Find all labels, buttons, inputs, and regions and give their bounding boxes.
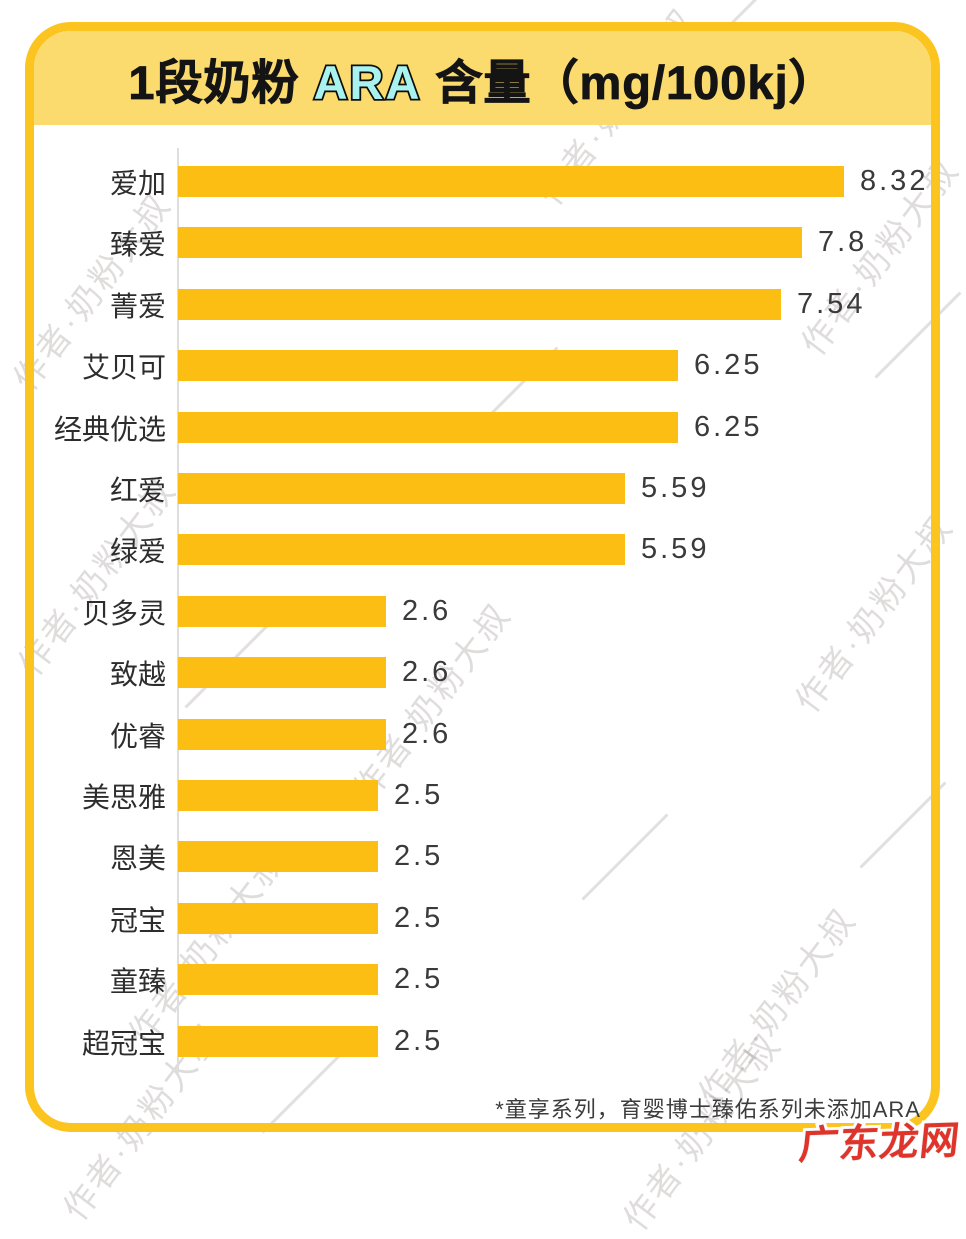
value-label: 2.6 <box>402 595 452 627</box>
header-band: 1段奶粉 ARA 含量（mg/100kj） <box>34 31 931 125</box>
category-label: 超冠宝 <box>81 1027 166 1059</box>
bar <box>178 780 378 811</box>
category-label: 童臻 <box>109 965 166 997</box>
chart-row: 红爱 5.59 <box>35 458 709 519</box>
category-label: 菁爱 <box>109 290 166 322</box>
title-highlight-ara: ARA <box>312 54 422 111</box>
category-label: 爱加 <box>109 167 166 199</box>
category-label: 臻爱 <box>109 228 166 260</box>
page-title: 1段奶粉 ARA 含量（mg/100kj） <box>128 44 836 113</box>
value-label: 5.59 <box>641 533 710 565</box>
infographic-page: 作者·奶粉大叔 作者·奶粉大叔 作者·奶粉大叔 作者·奶粉大叔 作者·奶粉大叔 作者·奶粉… <box>7 0 966 1238</box>
value-label: 8.32 <box>860 165 929 197</box>
bar <box>178 596 386 627</box>
bar <box>178 719 386 750</box>
bar <box>178 227 802 258</box>
bar <box>178 903 378 934</box>
chart-row: 童臻 2.5 <box>35 949 443 1010</box>
chart-row: 致越 2.6 <box>35 642 451 703</box>
bar <box>178 350 678 381</box>
category-label: 优睿 <box>109 720 166 752</box>
chart-row: 菁爱 7.54 <box>35 274 865 335</box>
site-logo: 广东龙网 <box>794 1116 965 1171</box>
category-label: 红爱 <box>109 474 166 506</box>
chart-row: 冠宝 2.5 <box>35 888 443 949</box>
chart-row: 经典优选 6.25 <box>35 397 762 458</box>
value-label: 5.59 <box>641 472 710 504</box>
footnote: *童享系列，育婴博士臻佑系列未添加ARA <box>495 1097 921 1122</box>
title-suffix: 含量（mg/100kj） <box>421 55 837 109</box>
value-label: 2.5 <box>394 840 444 872</box>
chart-row: 恩美 2.5 <box>35 826 443 887</box>
value-label: 6.25 <box>694 349 763 381</box>
category-label: 贝多灵 <box>81 597 166 629</box>
value-label: 2.5 <box>394 1025 444 1057</box>
chart-row: 超冠宝 2.5 <box>35 1011 443 1072</box>
category-label: 绿爱 <box>109 535 166 567</box>
bar <box>178 534 625 565</box>
value-label: 7.54 <box>797 288 866 320</box>
bar <box>178 412 678 443</box>
chart-row: 美思雅 2.5 <box>35 765 443 826</box>
value-label: 7.8 <box>818 226 868 258</box>
value-label: 2.5 <box>394 902 444 934</box>
value-label: 2.5 <box>394 779 444 811</box>
category-label: 冠宝 <box>109 904 166 936</box>
bar <box>178 473 625 504</box>
bar <box>178 657 386 688</box>
chart-row: 绿爱 5.59 <box>35 519 709 580</box>
bar <box>178 166 844 197</box>
chart-row: 贝多灵 2.6 <box>35 581 451 642</box>
chart-row: 艾贝可 6.25 <box>35 335 762 396</box>
bar <box>178 841 378 872</box>
value-label: 2.5 <box>394 963 444 995</box>
title-prefix: 1段奶粉 <box>128 55 314 109</box>
category-label: 经典优选 <box>53 413 166 445</box>
category-label: 艾贝可 <box>81 351 166 383</box>
category-label: 恩美 <box>109 842 166 874</box>
category-label: 致越 <box>109 658 166 690</box>
value-label: 6.25 <box>694 411 763 443</box>
frame-border <box>25 22 940 1132</box>
category-label: 美思雅 <box>81 781 166 813</box>
value-label: 2.6 <box>402 718 452 750</box>
chart-row: 臻爱 7.8 <box>35 212 867 273</box>
bar <box>178 289 781 320</box>
chart-row: 爱加 8.32 <box>35 151 928 212</box>
bar <box>178 1026 378 1057</box>
bar <box>178 964 378 995</box>
chart-row: 优睿 2.6 <box>35 704 451 765</box>
value-label: 2.6 <box>402 656 452 688</box>
